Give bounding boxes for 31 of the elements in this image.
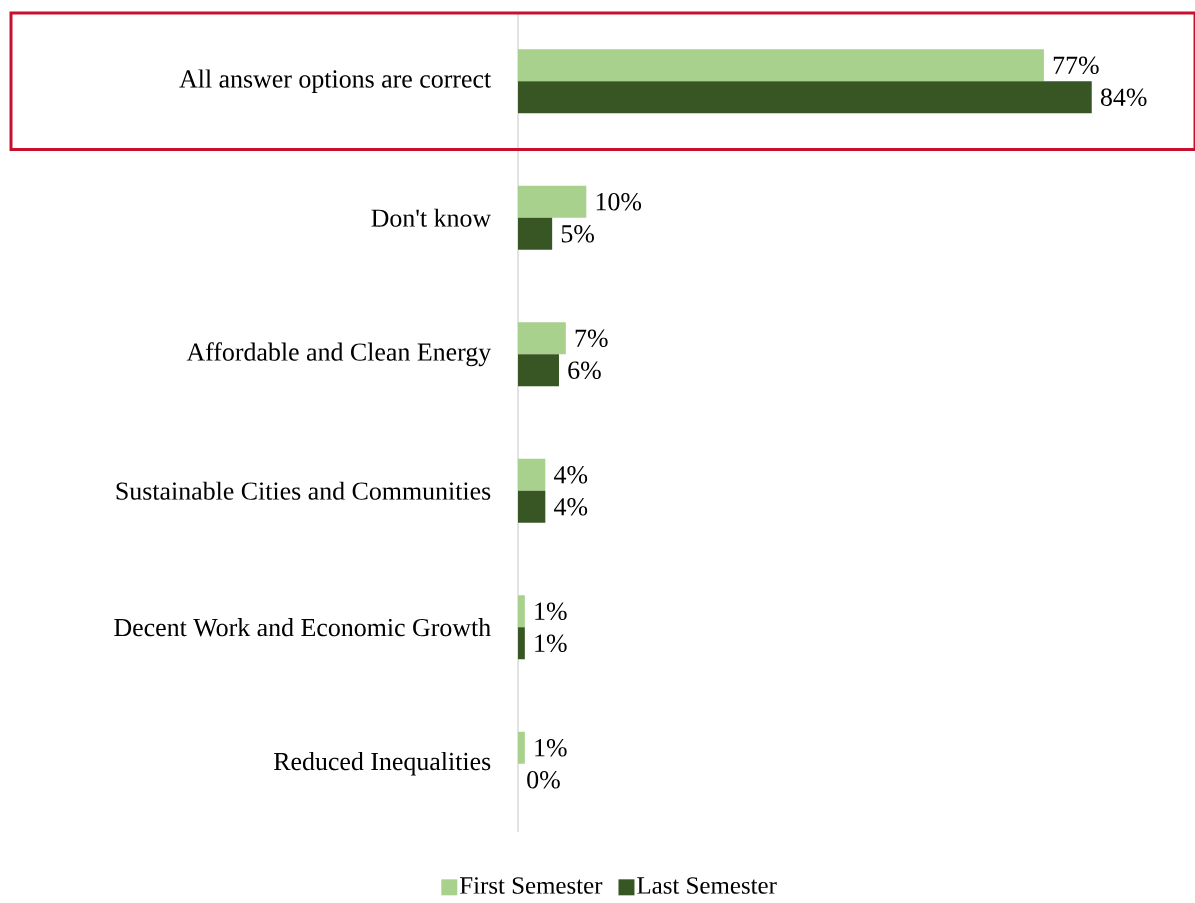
data-label: 77% [1053, 56, 1099, 75]
data-label: 7% [575, 329, 608, 348]
bar [518, 490, 546, 523]
data-label: 10% [596, 192, 642, 211]
bar [518, 217, 553, 250]
legend-label: First Semester [460, 877, 603, 894]
y-tick-label: All answer options are correct [179, 69, 492, 93]
data-label: 4% [554, 497, 588, 516]
bar [518, 322, 566, 355]
data-label: 0% [527, 770, 560, 789]
y-tick-label: Don't know [371, 208, 492, 227]
legend-label: Last Semester [637, 877, 777, 894]
bar [518, 458, 546, 491]
bar [518, 595, 525, 628]
bar [518, 185, 587, 218]
data-label: 1% [535, 634, 567, 653]
data-label: 6% [568, 361, 601, 380]
bar [518, 49, 1044, 82]
data-label: 1% [535, 738, 567, 757]
y-tick-label: Reduced Inequalities [273, 752, 491, 776]
y-tick-label: Decent Work and Economic Growth [114, 618, 491, 637]
bar [518, 731, 525, 764]
data-label: 84% [1100, 88, 1147, 107]
bar [518, 627, 525, 660]
data-label: 4% [554, 465, 588, 484]
data-label: 5% [561, 224, 594, 243]
bar [518, 354, 559, 387]
y-tick-label: Sustainable Cities and Communities [116, 481, 491, 500]
y-tick-label: Affordable and Clean Energy [186, 342, 492, 367]
bar [518, 81, 1092, 114]
data-label: 1% [535, 602, 567, 621]
